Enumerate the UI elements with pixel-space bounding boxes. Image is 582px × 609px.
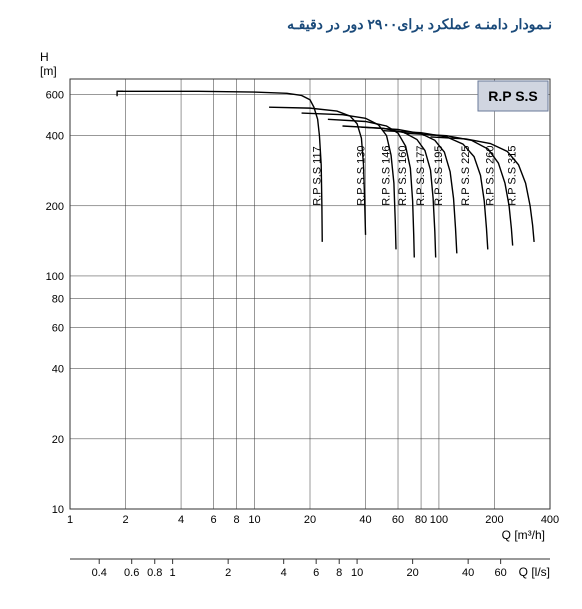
svg-text:2: 2 (122, 514, 128, 526)
svg-text:R.P S.S 225: R.P S.S 225 (460, 145, 472, 205)
svg-text:200: 200 (46, 201, 64, 213)
svg-text:10: 10 (351, 567, 363, 579)
svg-text:10: 10 (52, 504, 64, 516)
svg-text:100: 100 (430, 514, 448, 526)
svg-text:8: 8 (234, 514, 240, 526)
svg-text:R.P S.S 260: R.P S.S 260 (484, 145, 496, 205)
svg-text:400: 400 (541, 514, 559, 526)
svg-text:20: 20 (406, 567, 418, 579)
svg-text:1: 1 (67, 514, 73, 526)
svg-text:20: 20 (52, 434, 64, 446)
chart-title: نـمودار دامنـه عملکرد برای۲۹۰۰ دور در دق… (10, 10, 572, 39)
svg-text:2: 2 (225, 567, 231, 579)
svg-text:40: 40 (359, 514, 371, 526)
chart-container: 124681020406080100200400Q [m³/h]10204060… (10, 39, 570, 599)
svg-text:80: 80 (52, 294, 64, 306)
svg-text:20: 20 (304, 514, 316, 526)
svg-text:R.P S.S 195: R.P S.S 195 (433, 145, 445, 205)
svg-text:0.4: 0.4 (92, 567, 107, 579)
svg-text:R.P S.S 146: R.P S.S 146 (381, 145, 393, 205)
svg-text:80: 80 (415, 514, 427, 526)
svg-text:1: 1 (170, 567, 176, 579)
svg-text:R.P S.S 315: R.P S.S 315 (506, 145, 518, 205)
svg-text:0.6: 0.6 (124, 567, 139, 579)
svg-text:60: 60 (495, 567, 507, 579)
svg-text:R.P S.S 130: R.P S.S 130 (355, 145, 367, 205)
svg-text:Q [l/s]: Q [l/s] (519, 565, 550, 579)
svg-text:6: 6 (210, 514, 216, 526)
svg-text:40: 40 (52, 364, 64, 376)
svg-text:8: 8 (336, 567, 342, 579)
svg-text:60: 60 (392, 514, 404, 526)
svg-text:400: 400 (46, 131, 64, 143)
svg-text:R.P S.S 117: R.P S.S 117 (312, 146, 324, 206)
svg-text:R.P S.S: R.P S.S (488, 88, 538, 104)
svg-text:60: 60 (52, 323, 64, 335)
svg-text:4: 4 (281, 567, 287, 579)
svg-text:4: 4 (178, 514, 184, 526)
svg-text:[m]: [m] (40, 64, 57, 78)
svg-text:H: H (40, 50, 49, 64)
svg-text:40: 40 (462, 567, 474, 579)
svg-text:Q [m³/h]: Q [m³/h] (502, 528, 545, 542)
svg-text:600: 600 (46, 90, 64, 102)
svg-text:R.P S.S 177: R.P S.S 177 (415, 145, 427, 205)
svg-text:R.P S.S 160: R.P S.S 160 (397, 145, 409, 205)
svg-text:0.8: 0.8 (147, 567, 162, 579)
svg-text:100: 100 (46, 271, 64, 283)
svg-text:200: 200 (485, 514, 503, 526)
svg-text:10: 10 (248, 514, 260, 526)
svg-text:6: 6 (313, 567, 319, 579)
pump-curve-chart: 124681020406080100200400Q [m³/h]10204060… (10, 39, 570, 599)
